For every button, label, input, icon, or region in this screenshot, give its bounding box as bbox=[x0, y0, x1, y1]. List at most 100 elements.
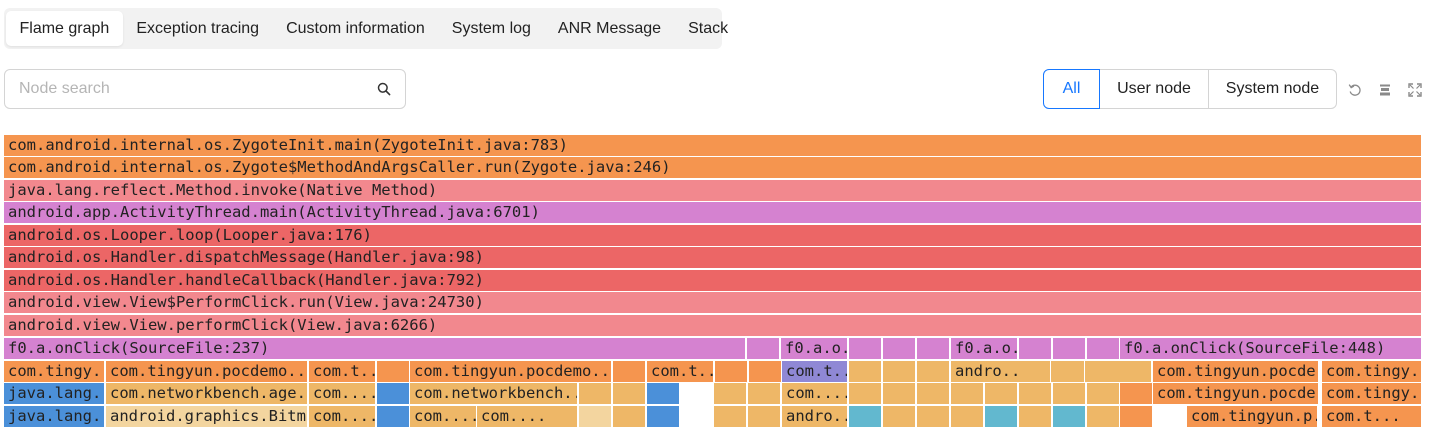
flame-frame[interactable]: f0.a.o... bbox=[781, 338, 848, 359]
flame-frame[interactable] bbox=[1052, 361, 1085, 382]
flame-frame[interactable]: com.android.internal.os.Zygote$MethodAnd… bbox=[4, 157, 1422, 178]
flame-frame[interactable]: com.t... bbox=[309, 361, 376, 382]
flame-frame[interactable] bbox=[377, 383, 410, 404]
tab-flame-graph[interactable]: Flame graph bbox=[6, 11, 123, 46]
flame-frame[interactable] bbox=[849, 406, 882, 427]
flame-frame[interactable] bbox=[883, 406, 916, 427]
flame-frame[interactable] bbox=[849, 361, 882, 382]
download-icon[interactable] bbox=[1378, 83, 1392, 97]
fullscreen-icon[interactable] bbox=[1408, 83, 1422, 97]
flame-frame[interactable]: java.lang.... bbox=[4, 406, 105, 427]
flame-frame[interactable]: com.networkbench... bbox=[410, 383, 578, 404]
flame-frame[interactable]: com.tingyun.p... bbox=[1187, 406, 1318, 427]
flame-frame[interactable] bbox=[917, 338, 950, 359]
flame-frame[interactable] bbox=[579, 406, 612, 427]
flame-frame[interactable] bbox=[714, 406, 747, 427]
flame-frame[interactable]: com.tingyun.pocdemo.... bbox=[410, 361, 612, 382]
flame-frame[interactable] bbox=[647, 406, 680, 427]
flame-frame[interactable]: f0.a.o... bbox=[951, 338, 1018, 359]
flame-frame[interactable] bbox=[715, 361, 748, 382]
flame-frame[interactable]: com.... bbox=[309, 406, 376, 427]
tab-bar: Flame graph Exception tracing Custom inf… bbox=[4, 8, 728, 49]
flame-frame[interactable] bbox=[951, 406, 984, 427]
flame-frame[interactable] bbox=[1087, 383, 1120, 404]
flame-frame[interactable] bbox=[883, 361, 916, 382]
flame-frame[interactable] bbox=[1087, 338, 1120, 359]
filter-user-node-button[interactable]: User node bbox=[1100, 69, 1209, 109]
flame-frame[interactable]: java.lang.reflect.Method.invoke(Native M… bbox=[4, 180, 1422, 201]
flame-frame[interactable] bbox=[747, 338, 780, 359]
flame-frame[interactable]: com.t... bbox=[1322, 406, 1422, 427]
flame-frame[interactable] bbox=[613, 361, 646, 382]
flame-frame[interactable] bbox=[1019, 338, 1052, 359]
flame-frame[interactable]: com.tingyun.pocde... bbox=[1153, 361, 1319, 382]
flame-frame[interactable] bbox=[917, 361, 950, 382]
flame-frame[interactable] bbox=[1018, 361, 1051, 382]
flame-frame[interactable]: f0.a.onClick(SourceFile:448) bbox=[1120, 338, 1422, 359]
flame-frame[interactable] bbox=[377, 361, 410, 382]
flame-frame[interactable] bbox=[883, 338, 916, 359]
flame-frame[interactable] bbox=[985, 406, 1018, 427]
reset-icon[interactable] bbox=[1348, 83, 1362, 97]
tab-system-log[interactable]: System log bbox=[451, 20, 531, 37]
flame-frame[interactable]: com.tingy... bbox=[4, 361, 105, 382]
flame-frame[interactable] bbox=[1120, 406, 1153, 427]
flame-frame[interactable] bbox=[1053, 406, 1086, 427]
flame-frame[interactable]: android.view.View.performClick(View.java… bbox=[4, 315, 1422, 336]
flame-frame[interactable]: android.os.Handler.handleCallback(Handle… bbox=[4, 270, 1422, 291]
node-search-box bbox=[4, 69, 406, 109]
search-icon[interactable] bbox=[377, 82, 391, 96]
flame-frame[interactable]: android.view.View$PerformClick.run(View.… bbox=[4, 292, 1422, 313]
flame-frame[interactable]: andro... bbox=[782, 406, 848, 427]
flame-frame[interactable]: com.t... bbox=[782, 361, 848, 382]
flame-frame[interactable]: com.networkbench.age... bbox=[106, 383, 308, 404]
node-filter: All User node System node bbox=[1043, 69, 1337, 109]
flame-frame[interactable]: com.t... bbox=[647, 361, 714, 382]
flame-frame[interactable]: com.tingy... bbox=[1322, 383, 1422, 404]
flame-frame[interactable] bbox=[917, 383, 950, 404]
flame-frame[interactable] bbox=[377, 406, 410, 427]
filter-all-button[interactable]: All bbox=[1043, 69, 1100, 109]
tab-custom-information[interactable]: Custom information bbox=[286, 20, 425, 37]
flame-frame[interactable] bbox=[1019, 383, 1052, 404]
flame-frame[interactable] bbox=[1120, 383, 1153, 404]
flame-frame[interactable]: java.lang.... bbox=[4, 383, 105, 404]
flame-frame[interactable]: f0.a.onClick(SourceFile:237) bbox=[4, 338, 746, 359]
flame-frame[interactable]: com.android.internal.os.ZygoteInit.main(… bbox=[4, 135, 1422, 156]
flame-frame[interactable] bbox=[917, 406, 950, 427]
flame-frame[interactable]: com.... bbox=[410, 406, 477, 427]
flame-frame[interactable] bbox=[1053, 383, 1086, 404]
flame-frame[interactable] bbox=[849, 338, 882, 359]
tab-exception-tracing[interactable]: Exception tracing bbox=[136, 20, 260, 37]
flame-frame[interactable] bbox=[579, 383, 612, 404]
flame-frame[interactable] bbox=[647, 383, 680, 404]
flame-frame[interactable] bbox=[749, 361, 782, 382]
flame-frame[interactable] bbox=[883, 383, 916, 404]
flame-frame[interactable] bbox=[613, 383, 646, 404]
node-search-input[interactable] bbox=[19, 78, 359, 100]
flame-frame[interactable]: com.... bbox=[309, 383, 376, 404]
tab-stack[interactable]: Stack bbox=[688, 20, 729, 37]
flame-frame[interactable]: android.os.Handler.dispatchMessage(Handl… bbox=[4, 247, 1422, 268]
flame-frame[interactable]: android.os.Looper.loop(Looper.java:176) bbox=[4, 225, 1422, 246]
flame-frame[interactable]: com.tingyun.pocde... bbox=[1153, 383, 1319, 404]
flame-frame[interactable] bbox=[1053, 338, 1086, 359]
flame-frame[interactable]: com.tingy... bbox=[1322, 361, 1422, 382]
flame-frame[interactable] bbox=[1087, 406, 1120, 427]
flame-frame[interactable] bbox=[951, 383, 984, 404]
flame-frame[interactable] bbox=[1019, 406, 1052, 427]
flame-frame[interactable]: android.graphics.Bitma... bbox=[106, 406, 308, 427]
flame-frame[interactable]: com.... bbox=[782, 383, 848, 404]
flame-frame[interactable] bbox=[1086, 361, 1152, 382]
flame-frame[interactable] bbox=[714, 383, 747, 404]
flame-frame[interactable] bbox=[849, 383, 882, 404]
flame-frame[interactable]: com.... bbox=[477, 406, 578, 427]
flame-frame[interactable]: android.app.ActivityThread.main(Activity… bbox=[4, 202, 1422, 223]
flame-frame[interactable] bbox=[613, 406, 646, 427]
tab-anr-message[interactable]: ANR Message bbox=[557, 20, 662, 37]
flame-frame[interactable] bbox=[748, 406, 781, 427]
flame-frame[interactable] bbox=[985, 383, 1018, 404]
flame-frame[interactable]: com.tingyun.pocdemo.... bbox=[106, 361, 308, 382]
flame-frame[interactable] bbox=[748, 383, 781, 404]
filter-system-node-button[interactable]: System node bbox=[1209, 69, 1337, 109]
